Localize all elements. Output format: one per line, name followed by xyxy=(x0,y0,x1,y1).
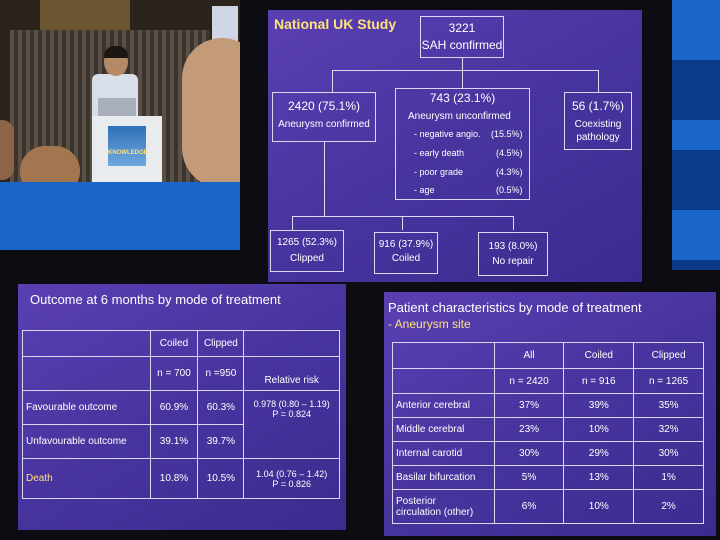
row-label: Unfavourable outcome xyxy=(22,424,151,459)
cell-value: 32% xyxy=(633,417,704,442)
right-blue-panel xyxy=(672,0,720,270)
n-value: n = 1265 xyxy=(633,368,704,394)
col-header: Coiled xyxy=(149,330,199,357)
p-value: P = 0.824 xyxy=(272,409,311,419)
row-label: Anterior cerebral xyxy=(392,393,495,418)
row-label: Basilar bifurcation xyxy=(392,465,495,490)
reason-pct: (4.5%) xyxy=(496,148,523,158)
audience-head xyxy=(20,146,80,182)
cell-value: 10% xyxy=(563,489,635,524)
rr-value: 1.04 (0.76 – 1.42) xyxy=(256,468,328,479)
flow-top-count: 3221 xyxy=(448,21,476,35)
flow-bottom-count: 916 (37.9%) xyxy=(378,239,434,250)
flow-box-right: 56 (1.7%) Coexisting pathology xyxy=(564,92,632,150)
cell-value: 6% xyxy=(493,489,565,524)
outcome-table: Coiled Clipped n = 700 n =950 Relative r… xyxy=(22,330,340,499)
speaker-hair xyxy=(104,46,128,58)
row-label: Posterior circulation (other) xyxy=(392,489,495,524)
flow-top-label: SAH confirmed xyxy=(421,38,503,52)
characteristics-subtitle: - Aneurysm site xyxy=(388,317,471,331)
cell-value: 1% xyxy=(633,465,704,490)
flow-box-middle: 743 (23.1%) Aneurysm unconfirmed - negat… xyxy=(395,88,530,200)
flow-box-no-repair: 193 (8.0%) No repair xyxy=(478,232,548,276)
flow-right-label: pathology xyxy=(576,132,620,143)
flow-middle-label: Aneurysm unconfirmed xyxy=(408,111,511,122)
flow-bottom-count: 1265 (52.3%) xyxy=(276,237,338,248)
flow-bottom-count: 193 (8.0%) xyxy=(488,241,538,252)
col-header: All xyxy=(493,342,565,369)
flow-box-clipped: 1265 (52.3%) Clipped xyxy=(270,230,344,272)
cell-value: 2% xyxy=(633,489,704,524)
characteristics-slide: Patient characteristics by mode of treat… xyxy=(384,292,716,536)
flow-bottom-label: Coiled xyxy=(391,253,421,264)
cell-value: 29% xyxy=(563,441,635,466)
rr-cell: 1.04 (0.76 – 1.42) P = 0.826 xyxy=(243,458,340,499)
reason-label: - age xyxy=(414,185,435,195)
reason-pct: (0.5%) xyxy=(496,185,523,195)
cell-value: 10.5% xyxy=(197,458,245,499)
rr-cell: 0.978 (0.80 – 1.19) P = 0.824 xyxy=(243,390,340,459)
flow-left-count: 2420 (75.1%) xyxy=(287,99,361,113)
podium-logo xyxy=(108,126,146,166)
row-label: Middle cerebral xyxy=(392,417,495,442)
row-label: Internal carotid xyxy=(392,441,495,466)
col-header: Coiled xyxy=(563,342,635,369)
characteristics-table: All Coiled Clipped n = 2420 n = 916 n = … xyxy=(392,342,704,524)
cell-value: 60.3% xyxy=(197,390,245,425)
laptop xyxy=(98,98,136,116)
n-value: n = 700 xyxy=(149,356,199,391)
cell-value: 23% xyxy=(493,417,565,442)
flow-left-label: Aneurysm confirmed xyxy=(278,119,370,130)
reason-pct: (4.3%) xyxy=(496,167,523,177)
podium-logo-text: KNOWLEDGE xyxy=(108,150,148,156)
n-value: n =950 xyxy=(197,356,245,391)
col-header: Clipped xyxy=(197,330,245,357)
picture-frame xyxy=(40,0,130,30)
flowchart-title: National UK Study xyxy=(274,16,397,32)
speaker-photo: KNOWLEDGE xyxy=(0,0,240,182)
flow-bottom-label: No repair xyxy=(492,256,534,267)
row-label: Death xyxy=(22,458,151,499)
flow-bottom-label: Clipped xyxy=(290,253,324,264)
outcome-title: Outcome at 6 months by mode of treatment xyxy=(30,292,281,307)
flowchart-slide: National UK Study 3221 SAH confirmed 242… xyxy=(268,10,642,282)
flow-box-left: 2420 (75.1%) Aneurysm confirmed xyxy=(272,92,376,142)
flow-middle-count: 743 (23.1%) xyxy=(429,91,496,105)
reason-label: - negative angio. xyxy=(414,129,481,139)
cell-value: 39.1% xyxy=(149,424,199,459)
row-label: Favourable outcome xyxy=(22,390,151,425)
cell-value: 37% xyxy=(493,393,565,418)
outcome-slide: Outcome at 6 months by mode of treatment… xyxy=(18,284,346,530)
flow-right-count: 56 (1.7%) xyxy=(571,99,625,113)
p-value: P = 0.826 xyxy=(272,478,311,489)
cell-value: 39% xyxy=(563,393,635,418)
reason-pct: (15.5%) xyxy=(491,129,523,139)
audience-head xyxy=(0,120,14,180)
col-header: Clipped xyxy=(633,342,704,369)
cell-value: 39.7% xyxy=(197,424,245,459)
cell-value: 30% xyxy=(633,441,704,466)
cell-value: 35% xyxy=(633,393,704,418)
cell-value: 10.8% xyxy=(149,458,199,499)
rr-value: 0.978 (0.80 – 1.19) xyxy=(253,399,330,409)
cell-value: 30% xyxy=(493,441,565,466)
reason-label: - poor grade xyxy=(414,167,464,177)
cell-value: 10% xyxy=(563,417,635,442)
n-value: n = 916 xyxy=(563,368,635,394)
flow-right-label: Coexisting xyxy=(574,119,622,130)
flow-box-top: 3221 SAH confirmed xyxy=(420,16,504,58)
characteristics-title: Patient characteristics by mode of treat… xyxy=(388,300,642,315)
n-value: n = 2420 xyxy=(493,368,565,394)
audience-head xyxy=(182,38,240,182)
reason-label: - early death xyxy=(414,148,465,158)
cell-value: 5% xyxy=(493,465,565,490)
rr-header: Relative risk xyxy=(243,356,340,391)
row-label-line: Posterior xyxy=(396,495,437,507)
cell-value: 60.9% xyxy=(149,390,199,425)
cell-value: 13% xyxy=(563,465,635,490)
flow-box-coiled: 916 (37.9%) Coiled xyxy=(374,232,438,274)
row-label-line: circulation (other) xyxy=(396,506,474,518)
blue-panel xyxy=(0,182,240,250)
